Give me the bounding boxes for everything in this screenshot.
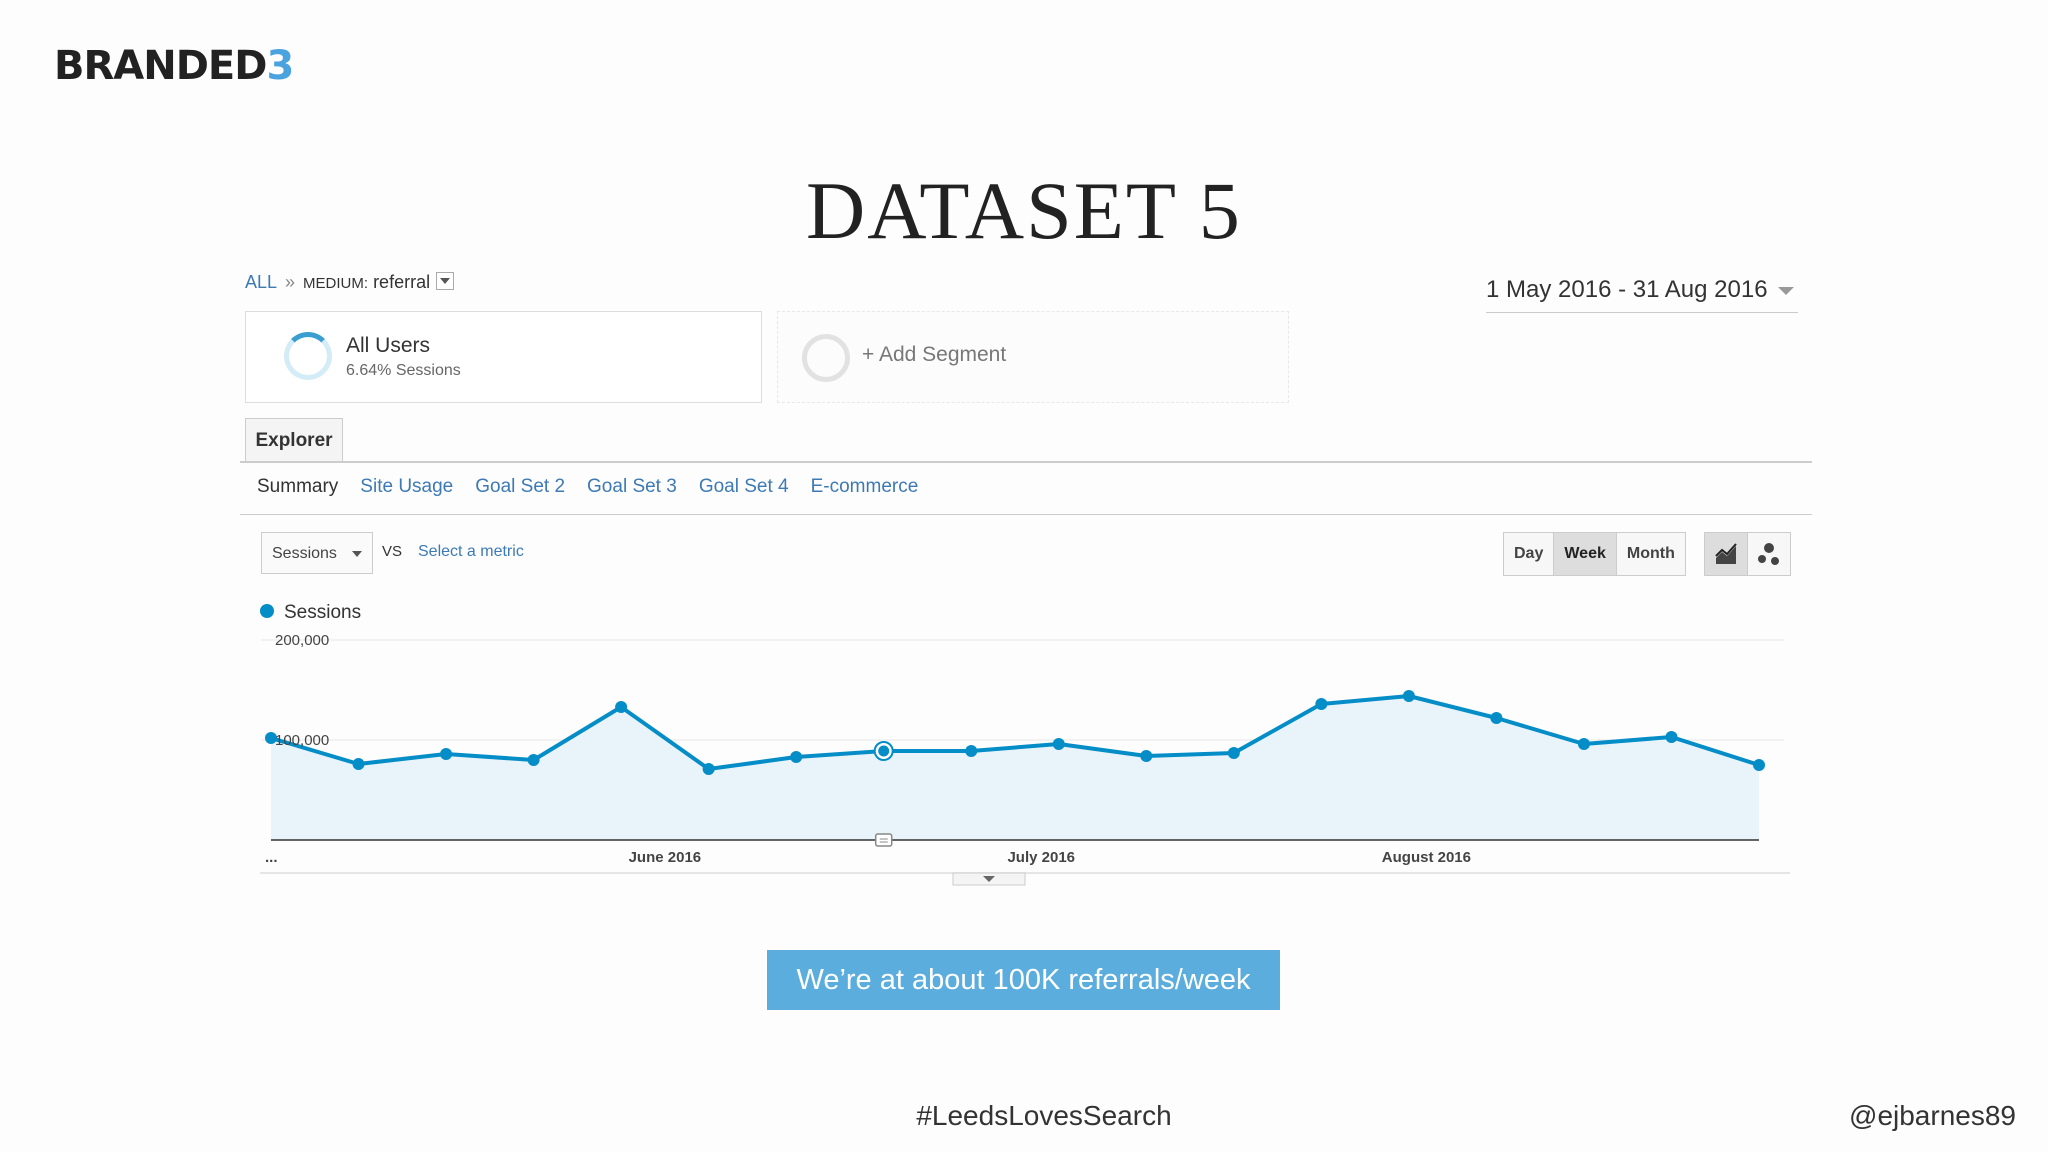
empty-segment-icon (802, 334, 850, 382)
subtab-divider (240, 514, 1812, 515)
segment-name: All Users (346, 334, 431, 357)
tab-divider (240, 461, 1812, 463)
data-point (1665, 731, 1678, 743)
logo-text: BRANDED (54, 43, 267, 89)
data-point (440, 748, 453, 760)
legend-dot-icon (260, 603, 274, 618)
data-point (1490, 712, 1503, 724)
footer-hashtag: #LeedsLovesSearch (916, 1100, 1172, 1131)
data-point (527, 754, 540, 766)
subtab-ecommerce[interactable]: E-commerce (810, 476, 919, 497)
branded3-logo: BRANDED3 (54, 43, 294, 89)
chevron-down-icon (983, 876, 995, 882)
sessions-area (271, 696, 1759, 840)
month-button[interactable]: Month (1626, 545, 1675, 562)
breadcrumb-medium-value: referral (373, 272, 431, 292)
breadcrumb-dropdown-icon[interactable] (436, 272, 455, 291)
add-segment-label: + Add Segment (862, 343, 1007, 366)
x-tick-label: August 2016 (1382, 849, 1471, 866)
data-point (615, 701, 628, 713)
segment-detail: 6.64% Sessions (346, 362, 461, 379)
subtab-site-usage[interactable]: Site Usage (360, 476, 454, 497)
subtab-goal-set-3[interactable]: Goal Set 3 (587, 476, 677, 497)
data-point (1052, 738, 1065, 750)
slide-title: DATASET 5 (806, 165, 1242, 256)
chart-legend: Sessions (260, 602, 361, 624)
data-point (1577, 738, 1590, 750)
vs-label: VS (382, 543, 403, 560)
add-segment-button[interactable]: + Add Segment (777, 311, 1289, 403)
chevron-down-icon (1777, 286, 1794, 295)
annotation-icon (874, 833, 893, 847)
sessions-chart: 200,000 100,000... June 2016 July 2016 Augus… (260, 632, 1790, 886)
chart-type-toggle (1704, 532, 1791, 576)
data-point (1402, 690, 1415, 702)
explorer-subtabs: Summary Site Usage Goal Set 2 Goal Set 3 Goa… (257, 476, 940, 498)
subtab-summary[interactable]: Summary (257, 476, 339, 497)
day-button[interactable]: Day (1504, 533, 1555, 575)
metric-select[interactable]: Sessions (261, 532, 373, 574)
x-tick-label: July 2016 (1007, 849, 1075, 866)
x-tick-label: ... (265, 849, 278, 866)
data-point (702, 763, 715, 775)
x-tick-label: June 2016 (629, 849, 702, 866)
granularity-toggle: Day Week Month (1503, 532, 1686, 576)
legend-label: Sessions (284, 602, 362, 623)
tab-explorer[interactable]: Explorer (245, 418, 343, 463)
footer-handle: @ejbarnes89 (1849, 1100, 2016, 1131)
logo-accent: 3 (266, 43, 294, 89)
week-button[interactable]: Week (1554, 533, 1617, 575)
date-range-picker[interactable]: 1 May 2016 - 31 Aug 2016 (1486, 276, 1798, 313)
segment-all-users[interactable]: All Users 6.64% Sessions (245, 311, 762, 403)
data-point (965, 745, 978, 757)
line-chart-icon[interactable] (1705, 533, 1748, 575)
subtab-goal-set-4[interactable]: Goal Set 4 (698, 476, 789, 497)
callout-box: We’re at about 100K referrals/week (767, 950, 1280, 1010)
subtab-goal-set-2[interactable]: Goal Set 2 (475, 476, 566, 497)
date-range-text: 1 May 2016 - 31 Aug 2016 (1486, 276, 1768, 303)
breadcrumb-all-link[interactable]: ALL (245, 272, 278, 292)
data-point (1227, 747, 1240, 759)
motion-chart-icon[interactable] (1748, 533, 1790, 575)
breadcrumb: ALL » MEDIUM: referral (245, 272, 455, 293)
segment-ring-icon (284, 332, 332, 380)
data-point (265, 732, 277, 744)
y-tick-label: 200,000 (275, 632, 329, 649)
chevron-down-icon (352, 551, 362, 557)
data-point (352, 758, 365, 770)
y-tick-label: 100,000 (275, 732, 329, 749)
breadcrumb-medium-label: MEDIUM: (303, 275, 369, 292)
sessions-line (270, 694, 1760, 771)
select-metric-link[interactable]: Select a metric (418, 543, 524, 560)
data-point (878, 745, 890, 757)
data-point (1753, 759, 1765, 771)
metric-select-value: Sessions (272, 545, 337, 562)
data-point (790, 751, 803, 763)
breadcrumb-separator: » (285, 272, 296, 292)
data-point (1315, 698, 1328, 710)
data-point (1140, 750, 1153, 762)
